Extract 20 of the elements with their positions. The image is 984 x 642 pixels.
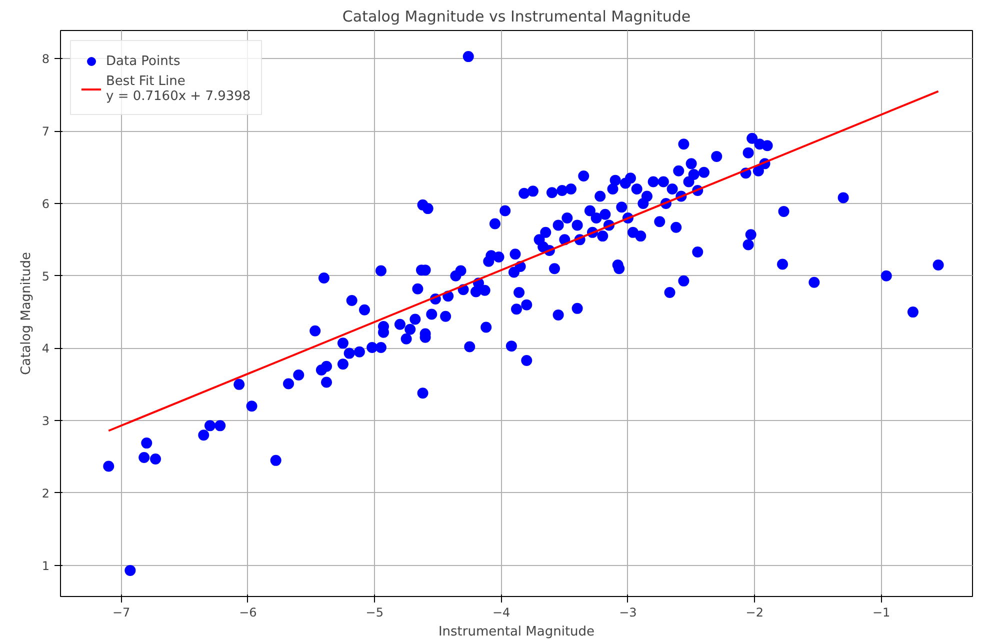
y-tick-label: 4 xyxy=(42,342,50,356)
chart-title: Catalog Magnitude vs Instrumental Magnitude xyxy=(342,8,691,26)
x-tick-label: −5 xyxy=(366,606,384,620)
x-tick-label: −2 xyxy=(746,606,764,620)
y-tick-label: 5 xyxy=(42,269,50,284)
x-tick-label: −7 xyxy=(112,606,130,620)
y-tick-label: 1 xyxy=(42,558,50,573)
y-tick-label: 2 xyxy=(42,486,50,500)
legend-label: Best Fit Line y = 0.7160x + 7.9398 xyxy=(106,74,251,104)
y-axis-title: Catalog Magnitude xyxy=(18,252,34,375)
y-tick-label: 8 xyxy=(42,52,50,66)
x-tick-label: −6 xyxy=(239,606,257,620)
y-tick-label: 6 xyxy=(42,196,50,211)
x-tick-label: −4 xyxy=(492,606,510,620)
y-tick-label: 3 xyxy=(42,414,50,428)
x-axis-title: Instrumental Magnitude xyxy=(438,624,595,640)
y-tick-label: 7 xyxy=(42,124,50,139)
x-tick-label: −1 xyxy=(872,606,890,620)
x-tick-label: −3 xyxy=(619,606,637,620)
legend-label: Data Points xyxy=(106,54,180,68)
